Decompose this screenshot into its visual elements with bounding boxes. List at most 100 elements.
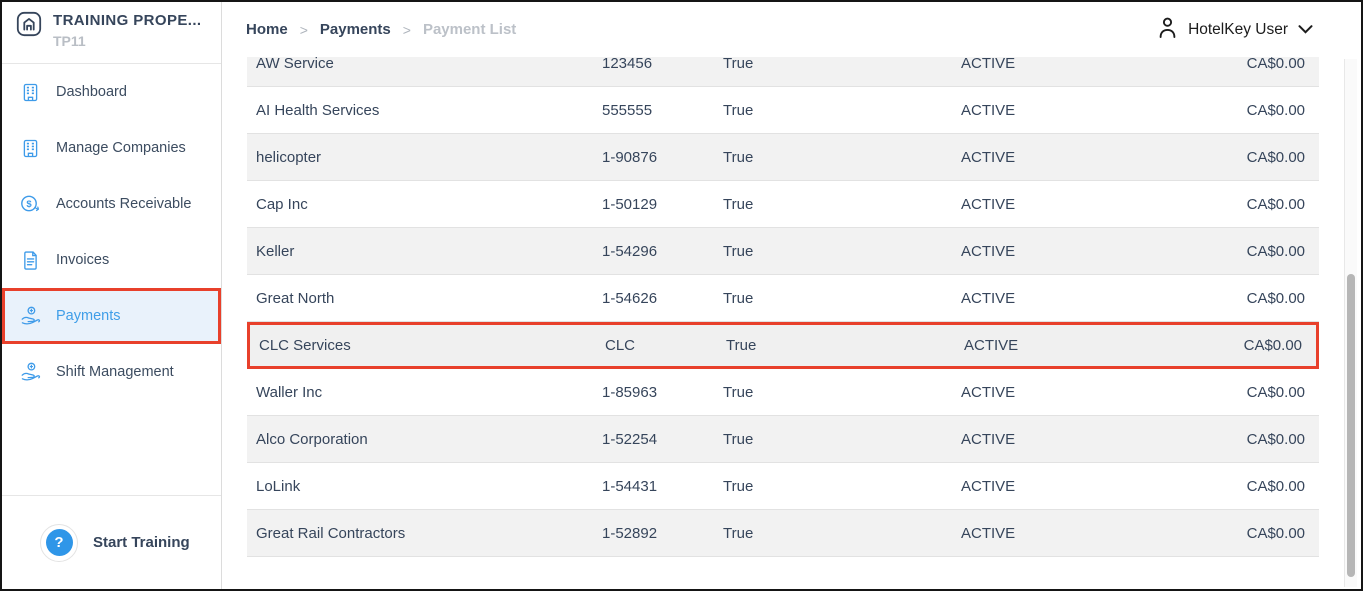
- cell-status: ACTIVE: [961, 430, 1016, 448]
- cell-amount: CA$0.00: [1246, 242, 1305, 260]
- cell-number: 1-90876: [602, 148, 658, 166]
- cell-amount: CA$0.00: [1246, 195, 1305, 213]
- cell-number: 1-50129: [602, 195, 658, 213]
- user-name: HotelKey User: [1188, 20, 1288, 38]
- building-icon: [18, 82, 42, 103]
- cell-status: ACTIVE: [961, 148, 1016, 166]
- breadcrumb-separator: >: [402, 21, 411, 38]
- table-row[interactable]: AI Health Services 555555 True ACTIVE CA$0.0…: [247, 87, 1319, 134]
- sidebar-item-label: Payments: [56, 308, 121, 324]
- breadcrumb: Home > Payments > Payment List: [246, 21, 516, 38]
- cell-amount: CA$0.00: [1246, 477, 1305, 495]
- start-training-label: Start Training: [93, 534, 190, 551]
- top-bar: Home > Payments > Payment List HotelKey …: [223, 2, 1361, 57]
- cell-amount: CA$0.00: [1246, 383, 1305, 401]
- breadcrumb-separator: >: [299, 21, 308, 38]
- document-icon: [18, 250, 42, 271]
- user-menu[interactable]: HotelKey User: [1157, 16, 1313, 44]
- cell-flag: True: [723, 289, 754, 307]
- table-row[interactable]: helicopter 1-90876 True ACTIVE CA$0.00: [247, 134, 1319, 181]
- cell-name: CLC Services: [259, 337, 351, 354]
- question-icon: ?: [40, 523, 78, 562]
- table-row[interactable]: Keller 1-54296 True ACTIVE CA$0.00: [247, 228, 1319, 275]
- payment-list-panel: AW Service 123456 True ACTIVE CA$0.00 AI Heal…: [223, 57, 1361, 589]
- property-name: TRAINING PROPE...: [53, 12, 202, 29]
- cell-amount: CA$0.00: [1246, 524, 1305, 542]
- sidebar-item-label: Manage Companies: [56, 140, 186, 156]
- cell-name: LoLink: [256, 477, 301, 495]
- table-row[interactable]: Great North 1-54626 True ACTIVE CA$0.00: [247, 275, 1319, 322]
- cell-number: 1-54431: [602, 477, 658, 495]
- cell-number: 1-85963: [602, 383, 658, 401]
- cell-amount: CA$0.00: [1243, 337, 1302, 354]
- question-glyph: ?: [45, 529, 73, 556]
- cell-number: 555555: [602, 101, 653, 119]
- cell-name: AI Health Services: [256, 101, 380, 119]
- sidebar-item-label: Invoices: [56, 252, 110, 268]
- table-row[interactable]: LoLink 1-54431 True ACTIVE CA$0.00: [247, 463, 1319, 510]
- sidebar-item-invoices[interactable]: Invoices: [2, 232, 221, 288]
- sidebar-item-accounts-receivable[interactable]: $ Accounts Receivable: [2, 176, 221, 232]
- cell-name: Cap Inc: [256, 195, 308, 213]
- cell-amount: CA$0.00: [1246, 430, 1305, 448]
- sidebar-item-payments[interactable]: Payments: [2, 288, 221, 344]
- cell-amount: CA$0.00: [1246, 101, 1305, 119]
- cell-flag: True: [726, 337, 757, 354]
- cell-amount: CA$0.00: [1246, 57, 1305, 72]
- property-code: TP11: [53, 33, 86, 49]
- property-switcher[interactable]: TRAINING PROPE... TP11: [2, 2, 221, 64]
- brand-text: TRAINING PROPE... TP11: [53, 10, 201, 49]
- cell-flag: True: [723, 101, 754, 119]
- cell-name: Alco Corporation: [256, 430, 368, 448]
- table-row[interactable]: Cap Inc 1-50129 True ACTIVE CA$0.00: [247, 181, 1319, 228]
- table-row[interactable]: AW Service 123456 True ACTIVE CA$0.00: [247, 57, 1319, 87]
- table-row[interactable]: Alco Corporation 1-52254 True ACTIVE CA$0.00: [247, 416, 1319, 463]
- table-row-highlighted[interactable]: CLC Services CLC True ACTIVE CA$0.00: [247, 322, 1319, 369]
- cell-status: ACTIVE: [961, 57, 1016, 72]
- sidebar: TRAINING PROPE... TP11 Dashboard Manage C…: [2, 2, 222, 589]
- cell-name: Great North: [256, 289, 335, 307]
- cell-flag: True: [723, 148, 754, 166]
- person-icon: [1157, 16, 1178, 44]
- table-row[interactable]: Waller Inc 1-85963 True ACTIVE CA$0.00: [247, 369, 1319, 416]
- cell-name: helicopter: [256, 148, 322, 166]
- sidebar-item-label: Accounts Receivable: [56, 196, 192, 212]
- sidebar-nav: Dashboard Manage Companies $ Accounts Recei…: [2, 64, 221, 400]
- sidebar-item-dashboard[interactable]: Dashboard: [2, 64, 221, 120]
- cell-status: ACTIVE: [964, 337, 1019, 354]
- cell-number: 1-52254: [602, 430, 658, 448]
- chevron-down-icon: [1298, 21, 1313, 39]
- scrollbar-thumb[interactable]: [1347, 274, 1355, 577]
- start-training-button[interactable]: ? Start Training: [2, 495, 221, 589]
- cell-status: ACTIVE: [961, 477, 1016, 495]
- sidebar-item-shift-management[interactable]: Shift Management: [2, 344, 221, 400]
- home-icon: [15, 10, 43, 43]
- cell-status: ACTIVE: [961, 242, 1016, 260]
- payment-table: AW Service 123456 True ACTIVE CA$0.00 AI Heal…: [247, 57, 1319, 557]
- dollar-circle-icon: $: [18, 193, 42, 215]
- cell-flag: True: [723, 57, 754, 72]
- hand-coin-icon: [18, 361, 42, 383]
- hand-coin-icon: [18, 305, 42, 327]
- scrollbar-track[interactable]: [1344, 59, 1357, 587]
- cell-status: ACTIVE: [961, 524, 1016, 542]
- sidebar-item-manage-companies[interactable]: Manage Companies: [2, 120, 221, 176]
- table-row[interactable]: Great Rail Contractors 1-52892 True ACTIVE C…: [247, 510, 1319, 557]
- cell-number: 123456: [602, 57, 653, 72]
- cell-status: ACTIVE: [961, 195, 1016, 213]
- cell-name: Great Rail Contractors: [256, 524, 406, 542]
- cell-amount: CA$0.00: [1246, 289, 1305, 307]
- cell-number: 1-52892: [602, 524, 658, 542]
- building-icon: [18, 138, 42, 159]
- cell-flag: True: [723, 524, 754, 542]
- cell-name: Waller Inc: [256, 383, 323, 401]
- breadcrumb-home[interactable]: Home: [246, 21, 288, 38]
- cell-amount: CA$0.00: [1246, 148, 1305, 166]
- cell-status: ACTIVE: [961, 101, 1016, 119]
- sidebar-item-label: Shift Management: [56, 364, 174, 380]
- cell-name: AW Service: [256, 57, 334, 72]
- cell-number: 1-54626: [602, 289, 658, 307]
- sidebar-item-label: Dashboard: [56, 84, 127, 100]
- breadcrumb-payments[interactable]: Payments: [319, 21, 391, 38]
